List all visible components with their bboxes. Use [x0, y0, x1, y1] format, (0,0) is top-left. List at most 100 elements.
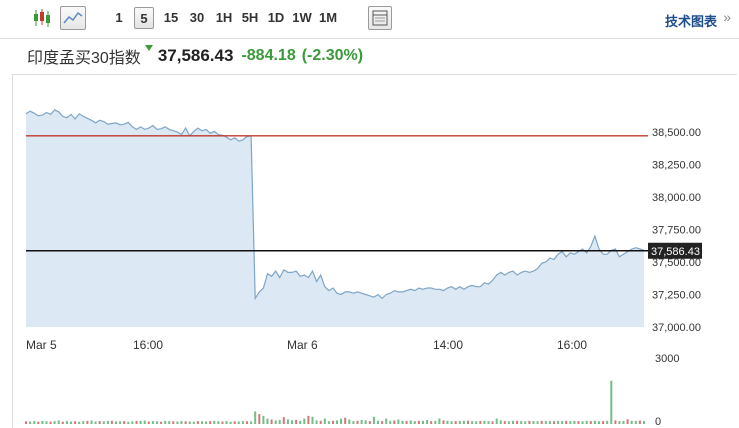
volume-bar — [364, 420, 367, 424]
timeframe-5[interactable]: 5 — [134, 7, 154, 29]
price-tick-label: 37,500.00 — [652, 257, 701, 269]
timeframe-15[interactable]: 15 — [163, 10, 179, 25]
volume-bar — [29, 421, 32, 424]
quote-header: 印度孟买30指数 37,586.43 -884.18 (-2.30%) — [27, 44, 363, 70]
volume-bar — [131, 421, 134, 424]
volume-bar — [606, 420, 609, 424]
timeframe-1m[interactable]: 1M — [318, 10, 338, 25]
volume-bar — [368, 421, 371, 424]
volume-tick-label: 0 — [655, 416, 661, 428]
index-change: -884.18 — [241, 47, 296, 64]
price-axis: 38,500.00 38,250.00 38,000.00 37,750.00 37,5… — [652, 127, 701, 334]
volume-bar — [192, 421, 195, 424]
volume-bar — [434, 420, 437, 424]
volume-bar — [348, 419, 351, 424]
volume-bar — [516, 420, 519, 424]
volume-tick-label: 3000 — [655, 353, 679, 365]
price-line — [25, 109, 645, 301]
volume-bar — [119, 421, 122, 424]
volume-bar — [332, 420, 334, 424]
volume-bar — [446, 420, 449, 424]
volume-bar — [299, 420, 302, 424]
price-tick-label: 38,000.00 — [652, 192, 701, 204]
volume-bar — [106, 420, 109, 424]
volume-bar — [593, 420, 596, 424]
volume-bar — [585, 420, 588, 424]
volume-bar — [643, 421, 645, 424]
volume-bar — [241, 421, 244, 424]
volume-bar — [381, 421, 384, 424]
volume-bar — [426, 420, 429, 424]
volume-bar — [577, 421, 580, 424]
volume-bar — [413, 421, 416, 424]
volume-bar — [70, 421, 72, 424]
volume-bar — [237, 421, 240, 424]
volume-bar — [278, 420, 281, 424]
timeframe-1[interactable]: 1 — [115, 10, 123, 25]
volume-bar — [475, 421, 478, 424]
current-price-tag: 37,586.43 — [648, 242, 702, 259]
volume-bar — [618, 421, 621, 424]
volume-bar — [172, 421, 175, 424]
candlestick-icon[interactable] — [30, 6, 54, 30]
volume-bar — [266, 418, 269, 424]
volume-bar — [372, 416, 375, 424]
volume-bars — [25, 380, 645, 424]
volume-bar — [442, 420, 445, 424]
volume-bar — [495, 418, 498, 424]
volume-bar — [385, 418, 388, 424]
volume-bar — [581, 421, 584, 424]
volume-bar — [123, 421, 126, 424]
price-tick-label: 37,000.00 — [652, 322, 701, 334]
volume-bar — [557, 420, 560, 424]
timeframe-1d[interactable]: 1D — [267, 10, 285, 25]
volume-bar — [409, 420, 412, 424]
price-area-fill — [26, 109, 644, 328]
volume-bar — [462, 420, 465, 424]
double-chevron-right-icon[interactable]: » — [723, 9, 731, 25]
volume-bar — [196, 421, 199, 424]
volume-bar — [344, 417, 347, 424]
volume-bar — [634, 420, 637, 424]
index-price: 37,586.43 — [157, 46, 234, 65]
volume-bar — [377, 420, 379, 424]
volume-bar — [295, 420, 298, 424]
volume-bar — [90, 420, 93, 424]
timeframe-5h[interactable]: 5H — [241, 10, 259, 25]
volume-bar — [389, 420, 392, 424]
timeframe-1w[interactable]: 1W — [292, 10, 312, 25]
volume-bar — [33, 421, 36, 424]
volume-bar — [483, 420, 486, 424]
volume-bar — [311, 416, 314, 424]
volume-bar — [393, 420, 396, 424]
volume-bar — [614, 420, 617, 424]
index-change-percent: (-2.30%) — [301, 47, 364, 64]
table-icon[interactable] — [368, 6, 392, 30]
volume-bar — [405, 420, 408, 424]
volume-bar — [610, 380, 613, 424]
price-tick-label: 37,250.00 — [652, 290, 701, 302]
volume-bar — [176, 421, 179, 424]
volume-bar — [274, 420, 277, 424]
volume-bar — [213, 420, 216, 424]
volume-bar — [41, 420, 44, 424]
volume-bar — [151, 421, 154, 424]
volume-bar — [61, 421, 64, 424]
line-chart-icon[interactable] — [60, 6, 86, 30]
time-axis: Mar 5 16:00 Mar 6 14:00 16:00 — [26, 338, 587, 352]
volume-bar — [65, 421, 68, 424]
volume-bar — [221, 421, 224, 424]
time-tick-label: 16:00 — [557, 338, 587, 352]
volume-bar — [422, 420, 424, 424]
technical-chart-link[interactable]: 技术图表 — [664, 14, 717, 29]
volume-bar — [512, 420, 514, 424]
volume-bar — [168, 421, 171, 424]
volume-bar — [544, 420, 547, 424]
volume-bar — [454, 421, 457, 424]
timeframe-30[interactable]: 30 — [189, 10, 205, 25]
timeframe-1h[interactable]: 1H — [215, 10, 233, 25]
volume-bar — [205, 421, 208, 424]
volume-bar — [270, 419, 273, 424]
volume-bar — [139, 420, 142, 424]
